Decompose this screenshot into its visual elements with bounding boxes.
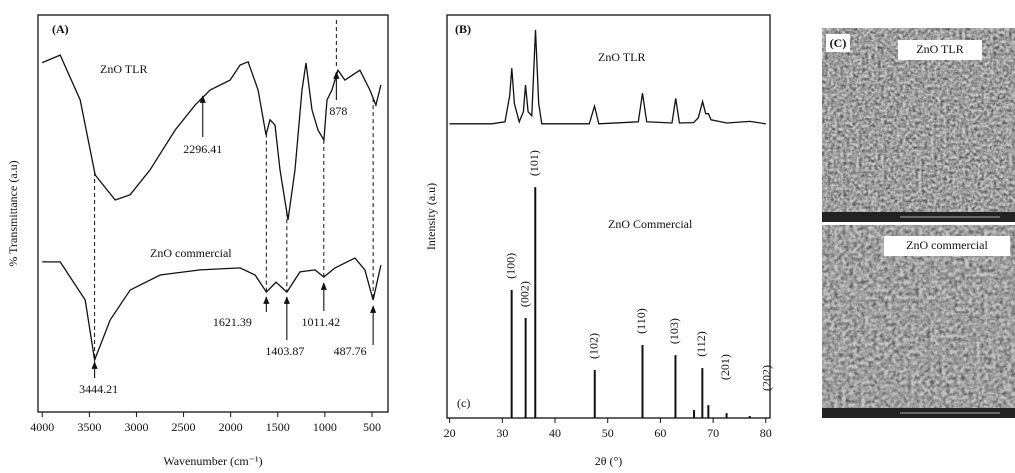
annotation: 487.76 (334, 344, 367, 358)
peak-label: (101) (527, 150, 541, 176)
x-tick-label: 3500 (77, 420, 101, 434)
label-box (898, 40, 982, 60)
x-tick-label: 60 (654, 426, 666, 440)
panel-label: (C) (830, 36, 847, 50)
y-axis-label: % Transmittance (a.u) (6, 160, 20, 266)
x-axis-label: 2θ (°) (595, 454, 623, 468)
x-axis-label: Wavenumber (cm⁻¹) (163, 454, 262, 468)
series-label: ZnO commercial (150, 246, 232, 260)
x-tick-label: 50 (602, 426, 614, 440)
plot-frame (37, 14, 389, 413)
panel-label: (A) (52, 22, 69, 36)
sem-texture (822, 225, 1015, 418)
sem-panel: (C) ZnO TLR ZnO commercial (822, 28, 1015, 418)
peak-label: (102) (586, 333, 600, 359)
x-tick-label: 30 (496, 426, 508, 440)
x-tick-label: 1000 (313, 420, 337, 434)
x-tick-label: 2000 (219, 420, 243, 434)
plot-frame (446, 14, 771, 419)
annotation: 3444.21 (79, 382, 118, 396)
series-label: ZnO Commercial (608, 217, 693, 231)
peak-label: (002) (517, 281, 531, 307)
peak-label: (112) (694, 331, 708, 357)
data-line (42, 257, 382, 363)
corner-label: (c) (457, 396, 470, 410)
label-box (884, 236, 1010, 256)
data-line (41, 54, 382, 221)
x-tick-label: 20 (444, 426, 456, 440)
x-tick-label: 1500 (266, 420, 290, 434)
peak-label: (202) (759, 365, 773, 391)
x-tick-label: 70 (707, 426, 719, 440)
panel-label: (B) (455, 22, 471, 36)
sem-texture (822, 28, 1015, 222)
peak-label: (110) (634, 308, 648, 334)
series-label: ZnO TLR (598, 50, 645, 64)
series-label: ZnO TLR (100, 62, 147, 76)
label-box (826, 34, 850, 52)
image-caption: ZnO commercial (906, 238, 988, 252)
y-axis-label: Intensity (a.u) (424, 183, 438, 250)
x-tick-label: 40 (549, 426, 561, 440)
data-line (449, 29, 766, 125)
annotation: 2296.41 (183, 142, 222, 156)
x-tick-label: 500 (363, 420, 381, 434)
annotation: 1011.42 (302, 315, 341, 329)
peak-label: (100) (503, 253, 517, 279)
x-tick-label: 3000 (124, 420, 148, 434)
peak-label: (103) (667, 318, 681, 344)
peak-label: (201) (718, 354, 732, 380)
annotation: 878 (329, 104, 347, 118)
annotation: 1403.87 (265, 344, 304, 358)
annotation: 1621.39 (213, 315, 252, 329)
image-caption: ZnO TLR (916, 42, 963, 56)
x-tick-label: 2500 (172, 420, 196, 434)
x-tick-label: 80 (760, 426, 772, 440)
x-tick-label: 4000 (30, 420, 54, 434)
